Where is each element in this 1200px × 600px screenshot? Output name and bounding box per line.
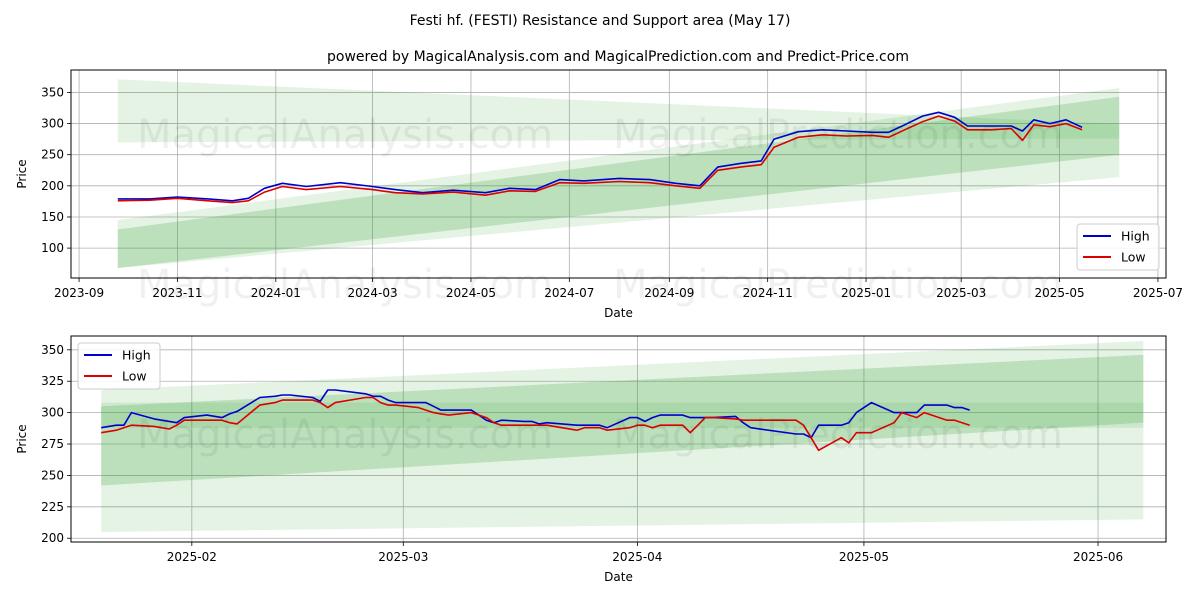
- x-tick-label: 2024-03: [347, 286, 397, 300]
- plot-content: [101, 341, 1144, 532]
- x-tick-label: 2025-03: [936, 286, 986, 300]
- y-tick-label: 350: [41, 343, 64, 357]
- x-tick-label: 2025-04: [612, 550, 662, 564]
- x-tick-label: 2025-07: [1133, 286, 1183, 300]
- x-axis-label: Date: [604, 306, 633, 320]
- chart-subtitle: powered by MagicalAnalysis.com and Magic…: [327, 49, 909, 65]
- watermark-prediction: MagicalPrediction.com: [613, 112, 1063, 158]
- x-tick-label: 2024-09: [644, 286, 694, 300]
- legend-label-low: Low: [1121, 250, 1146, 265]
- x-tick-label: 2025-06: [1073, 550, 1123, 564]
- legend: High Low: [1076, 223, 1160, 271]
- x-tick-label: 2024-11: [743, 286, 793, 300]
- bottom-panel: MagicalAnalysis.com MagicalPrediction.com…: [15, 335, 1167, 584]
- x-tick-label: 2024-01: [251, 286, 301, 300]
- watermark-prediction: MagicalPrediction.com: [613, 262, 1063, 308]
- y-tick-label: 250: [41, 468, 64, 482]
- y-tick-label: 325: [41, 374, 64, 388]
- support-resistance-band: [117, 96, 1120, 269]
- series-line-high: [101, 389, 970, 439]
- watermark-analysis: MagicalAnalysis.com: [137, 112, 553, 158]
- x-axis-label: Date: [604, 570, 633, 584]
- watermark-analysis: MagicalAnalysis.com: [137, 412, 553, 458]
- x-tick-label: 2023-09: [54, 286, 104, 300]
- y-tick-label: 100: [41, 241, 64, 255]
- axes-frame: [70, 335, 1167, 543]
- x-tick-label: 2024-05: [446, 286, 496, 300]
- legend: High Low: [77, 342, 161, 390]
- y-tick-label: 150: [41, 210, 64, 224]
- y-tick-label: 275: [41, 437, 64, 451]
- series-line-low: [117, 115, 1083, 204]
- support-resistance-band: [101, 341, 1144, 532]
- plot-content: [117, 79, 1120, 269]
- legend-label-low: Low: [122, 369, 147, 384]
- legend-label-high: High: [122, 348, 151, 363]
- top-panel: MagicalAnalysis.com MagicalPrediction.com…: [15, 69, 1183, 320]
- watermark-prediction: MagicalPrediction.com: [613, 412, 1063, 458]
- series-line-low: [101, 396, 970, 452]
- x-tick-label: 2025-03: [378, 550, 428, 564]
- support-resistance-band: [117, 79, 1120, 143]
- y-tick-label: 225: [41, 500, 64, 514]
- x-tick-label: 2025-02: [167, 550, 217, 564]
- chart-title: Festi hf. (FESTI) Resistance and Support…: [410, 13, 791, 29]
- axes-frame: [70, 69, 1167, 279]
- x-tick-label: 2023-11: [152, 286, 202, 300]
- y-tick-label: 300: [41, 406, 64, 420]
- y-axis-label: Price: [15, 424, 29, 453]
- x-tick-label: 2024-07: [544, 286, 594, 300]
- y-tick-label: 200: [41, 179, 64, 193]
- y-tick-label: 250: [41, 148, 64, 162]
- legend-label-high: High: [1121, 229, 1150, 244]
- x-tick-label: 2025-05: [839, 550, 889, 564]
- support-resistance-band: [101, 402, 1144, 428]
- y-tick-label: 200: [41, 531, 64, 545]
- x-tick-label: 2025-01: [841, 286, 891, 300]
- series-line-high: [117, 111, 1083, 202]
- watermark-analysis: MagicalAnalysis.com: [137, 262, 553, 308]
- x-tick-label: 2025-05: [1034, 286, 1084, 300]
- y-tick-label: 350: [41, 85, 64, 99]
- y-tick-label: 300: [41, 117, 64, 131]
- y-axis-label: Price: [15, 159, 29, 188]
